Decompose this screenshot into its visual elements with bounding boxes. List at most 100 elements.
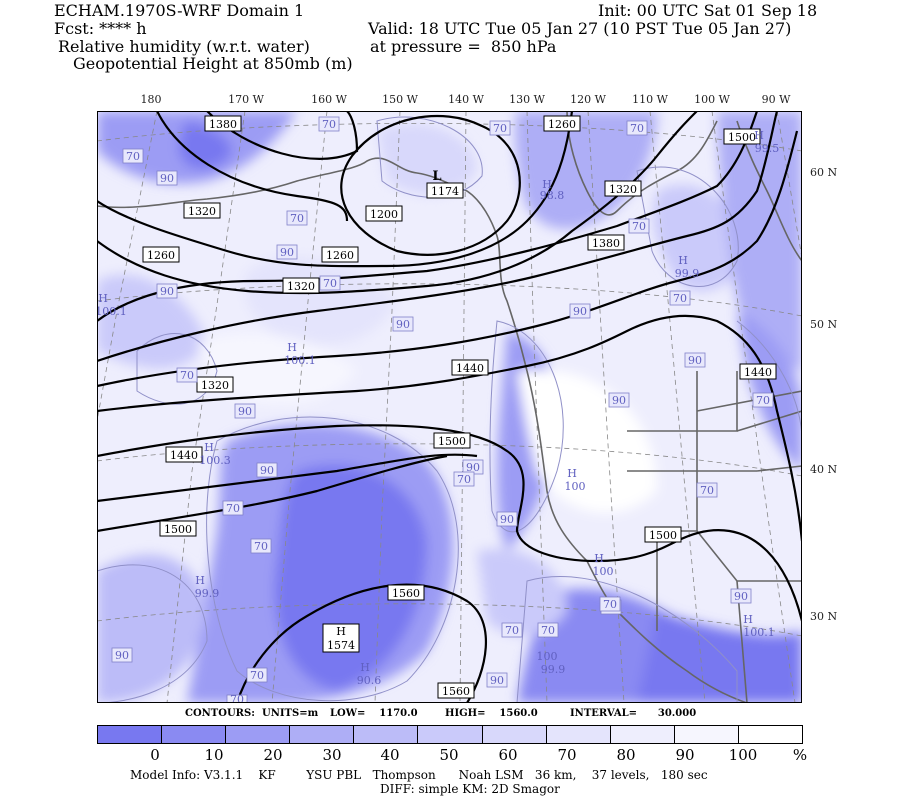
svg-text:1200: 1200 [370, 208, 398, 221]
contour-interval: INTERVAL= 30.000 [570, 708, 697, 719]
colorbar-cell [737, 725, 803, 744]
svg-text:90: 90 [734, 590, 748, 603]
contour-low: LOW= 1170.0 [330, 708, 418, 719]
height-label: 1500 [433, 432, 471, 449]
svg-text:1500: 1500 [438, 435, 466, 448]
colorbar-cell [481, 725, 547, 744]
svg-text:90: 90 [115, 649, 129, 662]
svg-text:H: H [542, 178, 552, 191]
map-frame [97, 111, 802, 703]
height-label: 1500 [644, 526, 682, 543]
svg-text:70: 70 [632, 220, 646, 233]
height-label: 1380 [587, 234, 625, 251]
svg-text:90: 90 [396, 318, 410, 331]
height-label: 1440 [165, 446, 203, 463]
svg-text:1320: 1320 [287, 280, 315, 293]
colorbar-cell [545, 725, 611, 744]
rh-label: 90 [234, 403, 256, 419]
rh-label: 90 [156, 283, 178, 299]
colorbar-tick: 60 [498, 746, 518, 764]
svg-text:100: 100 [537, 650, 558, 663]
svg-text:1500: 1500 [649, 529, 677, 542]
rh-label: 70 [319, 275, 341, 291]
lat-label: 30 N [810, 610, 838, 623]
colorbar-tick: 0 [150, 746, 160, 764]
coastlines [97, 111, 802, 703]
field-rh-title: Relative humidity (w.r.t. water) [58, 37, 310, 56]
rh-label: 70 [696, 482, 718, 498]
svg-text:1260: 1260 [548, 118, 576, 131]
field-height-title: Geopotential Height at 850mb (m) [73, 54, 353, 73]
svg-text:99.9: 99.9 [541, 663, 566, 676]
svg-text:70: 70 [505, 624, 519, 637]
colorbar-cell [353, 725, 419, 744]
height-labels: 1380 1320 1260 1200 1174 L 1260 1320 132… [142, 115, 777, 699]
colorbar-tick: 20 [263, 746, 283, 764]
rh-max-label: H99.5 [754, 129, 779, 155]
height-label: 1560 [387, 584, 425, 601]
svg-text:70: 70 [756, 394, 770, 407]
colorbar-cell [673, 725, 739, 744]
rh-label: 90 [392, 316, 414, 332]
svg-text:1320: 1320 [201, 379, 229, 392]
rh-max-label: H90.6 [357, 661, 382, 687]
height-label: 1174 [426, 182, 464, 199]
rh-max-label: H98.8 [540, 178, 565, 202]
model-info: Model Info: V3.1.1 KF YSU PBL Thompson N… [130, 768, 708, 782]
humidity-shading [97, 111, 802, 703]
rh-label: 70 [250, 538, 272, 554]
contour-info: CONTOURS: [185, 708, 255, 719]
colorbar-cell [225, 725, 291, 744]
colorbar-tick: 100 [728, 746, 758, 764]
height-label: 1260 [142, 246, 180, 263]
rh-max-label: H99.9 [675, 254, 700, 280]
svg-text:H: H [678, 254, 688, 267]
svg-text:70: 70 [230, 693, 244, 703]
rh-label: 70 [489, 120, 511, 136]
svg-text:70: 70 [254, 540, 268, 553]
rh-label: 90 [684, 352, 706, 368]
svg-text:100: 100 [593, 565, 614, 578]
svg-text:90: 90 [238, 405, 252, 418]
svg-text:70: 70 [323, 277, 337, 290]
svg-text:H: H [594, 552, 604, 565]
height-label: 1560 [437, 682, 475, 699]
svg-text:100: 100 [565, 480, 586, 493]
lon-label: 130 W [509, 93, 545, 106]
rh-label: 70 [537, 622, 559, 638]
lon-label: 170 W [228, 93, 264, 106]
svg-text:99.5: 99.5 [755, 142, 780, 155]
rh-label: 90 [569, 303, 591, 319]
svg-text:100.1: 100.1 [97, 305, 127, 318]
svg-text:70: 70 [603, 598, 617, 611]
height-contours [97, 111, 802, 703]
rh-max-label: H99.9 [195, 574, 220, 600]
lon-label: 140 W [448, 93, 484, 106]
height-label: 1200 [365, 205, 403, 222]
height-label: 1320 [183, 202, 221, 219]
colorbar-cell [161, 725, 227, 744]
svg-text:70: 70 [126, 150, 140, 163]
svg-text:90: 90 [160, 172, 174, 185]
svg-text:H: H [336, 625, 346, 638]
svg-text:70: 70 [700, 484, 714, 497]
svg-text:70: 70 [180, 369, 194, 382]
svg-text:70: 70 [250, 669, 264, 682]
rh-label: 70 [286, 210, 308, 226]
svg-text:90: 90 [490, 674, 504, 687]
low-marker: L [432, 169, 441, 184]
colorbar-cell [289, 725, 355, 744]
rh-label: 70 [628, 218, 650, 234]
rh-label: 70 [599, 596, 621, 612]
rh-label: 70 [453, 471, 475, 487]
colorbar-tick: 50 [439, 746, 459, 764]
svg-text:H: H [195, 574, 205, 587]
svg-text:70: 70 [226, 502, 240, 515]
svg-text:H: H [204, 441, 214, 454]
height-label: 1320 [196, 376, 234, 393]
